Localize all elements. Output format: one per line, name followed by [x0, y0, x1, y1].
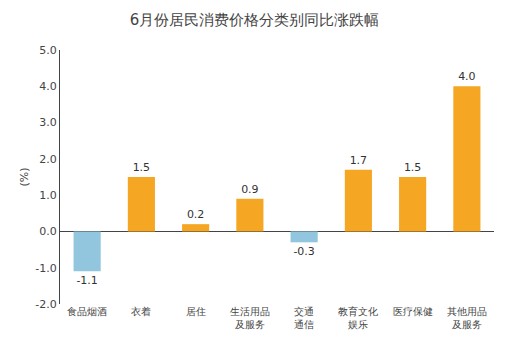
svg-text:-2.0: -2.0	[35, 298, 56, 311]
svg-text:3.0: 3.0	[39, 116, 57, 129]
svg-text:教育文化娱乐: 教育文化娱乐	[338, 306, 378, 330]
svg-text:(%): (%)	[18, 167, 31, 186]
svg-text:1.7: 1.7	[350, 154, 368, 167]
svg-text:1.5: 1.5	[133, 161, 151, 174]
svg-text:0.9: 0.9	[241, 183, 259, 196]
svg-text:6月份居民消费价格分类别同比涨跌幅: 6月份居民消费价格分类别同比涨跌幅	[130, 11, 380, 29]
svg-text:医疗保健: 医疗保健	[393, 306, 433, 317]
svg-text:5.0: 5.0	[39, 44, 57, 57]
svg-text:2.0: 2.0	[39, 153, 57, 166]
svg-text:交通通信: 交通通信	[294, 306, 314, 330]
svg-text:生活用品及服务: 生活用品及服务	[230, 306, 270, 330]
svg-text:4.0: 4.0	[458, 70, 476, 83]
svg-text:-0.3: -0.3	[293, 245, 314, 258]
svg-text:食品烟酒: 食品烟酒	[67, 306, 107, 317]
svg-text:居住: 居住	[186, 306, 206, 317]
svg-text:0.2: 0.2	[187, 208, 205, 221]
svg-text:其他用品及服务: 其他用品及服务	[447, 306, 487, 330]
svg-text:-1.1: -1.1	[76, 274, 97, 287]
svg-text:衣着: 衣着	[131, 306, 151, 317]
svg-text:1.5: 1.5	[404, 161, 422, 174]
svg-text:1.0: 1.0	[39, 189, 57, 202]
svg-text:4.0: 4.0	[39, 80, 57, 93]
svg-text:-1.0: -1.0	[35, 262, 56, 275]
svg-text:0.0: 0.0	[39, 225, 57, 238]
